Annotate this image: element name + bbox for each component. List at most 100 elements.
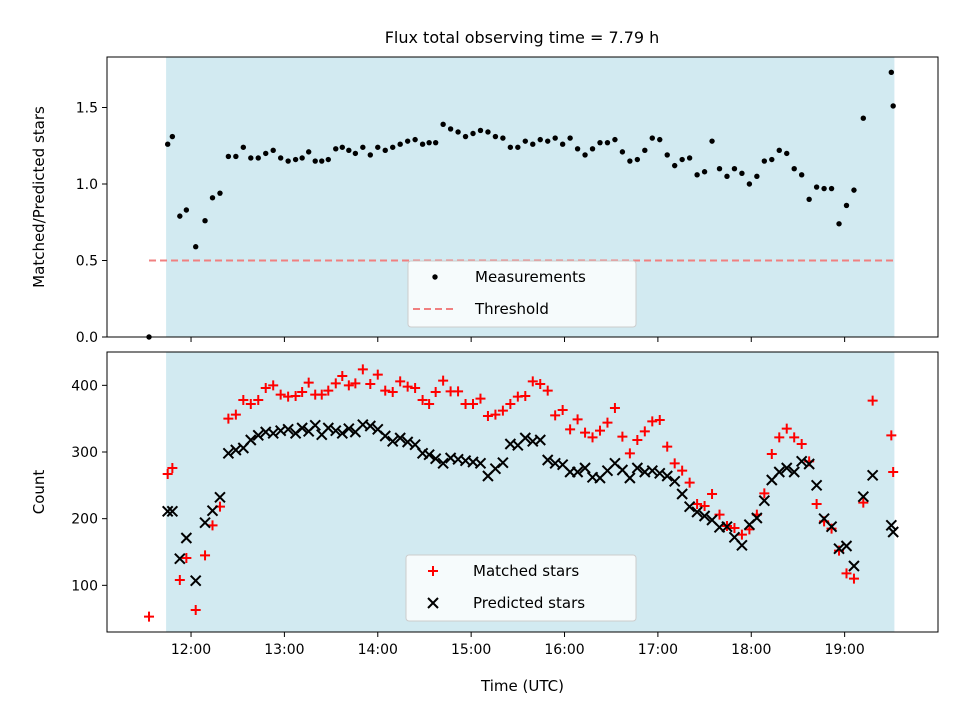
data-point xyxy=(537,136,543,143)
data-point xyxy=(181,553,192,563)
data-point xyxy=(419,141,426,147)
data-point xyxy=(367,152,374,158)
data-point xyxy=(202,218,208,224)
data-point xyxy=(417,395,428,405)
data-point xyxy=(888,69,895,76)
data-point xyxy=(885,519,898,532)
data-point xyxy=(177,213,183,219)
x-tick-label: 17:00 xyxy=(638,642,678,658)
data-point xyxy=(534,434,546,446)
data-point xyxy=(617,431,628,442)
data-point xyxy=(423,448,435,461)
data-point xyxy=(325,156,331,163)
data-point xyxy=(587,432,598,443)
data-point xyxy=(857,490,870,503)
data-point xyxy=(438,375,449,386)
x-tick-label: 13:00 xyxy=(264,642,304,658)
data-point xyxy=(709,138,715,144)
data-point xyxy=(676,488,688,500)
data-point xyxy=(477,127,484,134)
data-point xyxy=(248,155,254,161)
data-point xyxy=(833,542,845,555)
data-point xyxy=(475,393,486,404)
data-point xyxy=(679,156,685,163)
data-point xyxy=(848,573,859,584)
data-point xyxy=(552,135,558,141)
data-point xyxy=(836,221,842,227)
data-point xyxy=(387,435,399,448)
data-point xyxy=(333,146,339,152)
data-point xyxy=(671,162,678,169)
data-point xyxy=(252,429,264,442)
data-point xyxy=(520,391,531,401)
data-point xyxy=(632,435,643,445)
data-point xyxy=(664,152,670,158)
data-point xyxy=(887,526,899,538)
data-point xyxy=(263,150,269,157)
series-measurements xyxy=(146,69,896,340)
data-point xyxy=(497,456,509,469)
data-point xyxy=(840,540,853,552)
data-point xyxy=(860,115,867,121)
data-point xyxy=(668,475,681,488)
data-point xyxy=(647,416,658,427)
data-point xyxy=(270,147,276,154)
data-point xyxy=(781,423,792,434)
data-point xyxy=(729,523,740,533)
data-point xyxy=(758,494,771,507)
data-point xyxy=(731,165,738,172)
data-point xyxy=(684,477,695,488)
data-point xyxy=(542,454,554,466)
data-point xyxy=(336,427,349,440)
y-axis-label: Matched/Predicted stars xyxy=(30,106,48,288)
data-point xyxy=(624,472,636,484)
data-point xyxy=(309,419,321,432)
y-tick-label: 100 xyxy=(71,578,98,594)
data-point xyxy=(166,505,179,518)
data-point xyxy=(299,155,305,161)
top-panel: 0.0 0.5 1.0 1.5 Matched/Predicted stars Measu… xyxy=(30,56,939,346)
data-point xyxy=(791,165,797,172)
y-tick-label: 1.5 xyxy=(76,100,98,116)
data-point xyxy=(410,383,421,393)
axes-frame xyxy=(106,56,939,338)
data-point xyxy=(223,413,234,424)
data-point xyxy=(323,385,334,396)
y-tick-label: 200 xyxy=(71,512,98,528)
data-point xyxy=(707,489,718,499)
data-point xyxy=(161,505,174,518)
axes-frame xyxy=(106,351,939,633)
data-point xyxy=(698,510,711,522)
x-axis-label: Time (UTC) xyxy=(480,677,564,695)
chart-title: Flux total observing time = 7.79 h xyxy=(385,28,660,47)
data-point xyxy=(233,153,239,160)
data-point xyxy=(394,432,406,444)
data-point xyxy=(559,141,566,147)
data-point xyxy=(866,469,879,482)
legend-box xyxy=(405,554,637,622)
data-point xyxy=(507,144,514,150)
legend-label: Matched stars xyxy=(473,562,579,580)
data-point xyxy=(217,190,223,196)
data-point xyxy=(646,464,658,477)
data-point xyxy=(285,158,291,164)
data-point xyxy=(387,387,398,397)
y-axis-label: Count xyxy=(30,470,48,515)
data-point xyxy=(238,395,249,405)
data-point xyxy=(589,146,596,152)
y-tick-label: 300 xyxy=(71,445,98,461)
data-point xyxy=(214,491,226,504)
data-point xyxy=(169,133,176,140)
data-point xyxy=(497,405,508,416)
data-point xyxy=(604,139,611,146)
data-point xyxy=(624,448,635,459)
data-point xyxy=(515,144,521,150)
data-point xyxy=(542,385,553,396)
data-point xyxy=(597,139,603,146)
data-point xyxy=(565,424,576,435)
data-point xyxy=(522,138,529,144)
data-point xyxy=(746,181,753,187)
data-point xyxy=(754,173,760,180)
data-point xyxy=(346,147,352,154)
data-point xyxy=(811,499,822,509)
